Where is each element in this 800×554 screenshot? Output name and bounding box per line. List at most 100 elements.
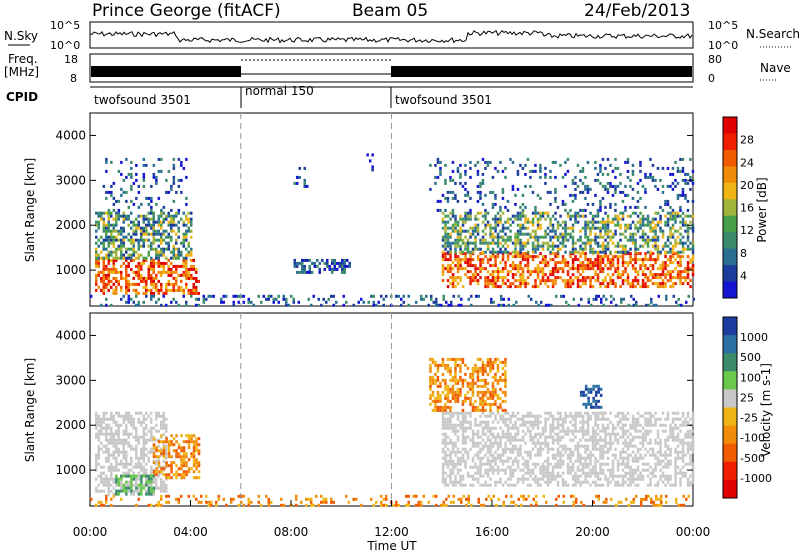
heatmap-cell (147, 429, 150, 433)
heatmap-cell (117, 438, 120, 442)
heatmap-cell (659, 423, 662, 427)
heatmap-cell (135, 178, 138, 182)
heatmap-cell (444, 208, 447, 212)
heatmap-cell (651, 217, 655, 221)
heatmap-cell (556, 453, 560, 457)
heatmap-cell (636, 258, 640, 262)
heatmap-cell (606, 432, 610, 436)
heatmap-cell (516, 255, 520, 259)
heatmap-cell (619, 211, 622, 215)
heatmap-cell (479, 181, 482, 185)
heatmap-cell (619, 276, 622, 280)
heatmap-cell (659, 214, 662, 218)
heatmap-cell (584, 282, 587, 286)
heatmap-cell (454, 255, 457, 259)
heatmap-cell (659, 468, 662, 472)
heatmap-cell (499, 276, 502, 280)
heatmap-cell (621, 429, 625, 433)
heatmap-cell (614, 426, 617, 430)
heatmap-cell (624, 414, 627, 418)
heatmap-cell (634, 205, 637, 209)
heatmap-cell (469, 166, 472, 170)
heatmap-cell (544, 435, 547, 439)
heatmap-cell (481, 420, 485, 424)
heatmap-cell (461, 483, 465, 487)
heatmap-cell (589, 232, 592, 236)
heatmap-cell (551, 456, 555, 460)
heatmap-cell (576, 450, 580, 454)
heatmap-cell (674, 459, 677, 463)
heatmap-cell (586, 426, 590, 430)
heatmap-cell (496, 250, 500, 254)
heatmap-cell (456, 276, 460, 280)
heatmap-cell (596, 220, 600, 224)
nsearch-label: N.Search (746, 27, 800, 41)
heatmap-cell (185, 232, 188, 236)
heatmap-cell (444, 441, 447, 445)
heatmap-cell (150, 208, 153, 212)
heatmap-cell (296, 175, 299, 179)
heatmap-cell (631, 420, 635, 424)
heatmap-cell (559, 267, 562, 271)
heatmap-cell (125, 270, 128, 274)
heatmap-cell (464, 163, 467, 167)
heatmap-cell (180, 461, 183, 465)
heatmap-cell (147, 480, 151, 484)
heatmap-cell (601, 456, 605, 460)
heatmap-cell (521, 420, 525, 424)
heatmap-cell (182, 294, 185, 298)
heatmap-cell (110, 253, 113, 257)
heatmap-cell (112, 414, 115, 418)
heatmap-cell (684, 435, 687, 439)
heatmap-cell (659, 453, 662, 457)
heatmap-cell (494, 229, 497, 233)
heatmap-cell (192, 458, 196, 462)
heatmap-cell (456, 480, 460, 484)
heatmap-cell (122, 256, 125, 260)
heatmap-cell (531, 435, 535, 439)
heatmap-cell (641, 217, 645, 221)
heatmap-cell (509, 468, 512, 472)
heatmap-cell (466, 241, 470, 245)
heatmap-cell (519, 255, 522, 259)
heatmap-cell (135, 226, 138, 230)
heatmap-cell (446, 441, 450, 445)
heatmap-cell (519, 264, 522, 268)
heatmap-cell (506, 279, 510, 283)
heatmap-cell (584, 474, 587, 478)
heatmap-cell (624, 429, 627, 433)
heatmap-cell (95, 220, 98, 224)
heatmap-cell (130, 184, 133, 188)
heatmap-cell (501, 226, 505, 230)
heatmap-cell (564, 235, 567, 239)
heatmap-cell (506, 244, 510, 248)
heatmap-cell (646, 175, 650, 179)
heatmap-cell (120, 273, 123, 277)
heatmap-cell (449, 235, 452, 239)
heatmap-cell (521, 193, 525, 197)
colorbar-tick-label: 4 (740, 269, 747, 282)
heatmap-cell (534, 462, 537, 466)
heatmap-cell (659, 417, 662, 421)
heatmap-cell (145, 474, 148, 478)
heatmap-cell (604, 226, 607, 230)
heatmap-cell (165, 229, 168, 233)
heatmap-cell (646, 217, 650, 221)
heatmap-cell (619, 244, 622, 248)
heatmap-cell (120, 253, 123, 257)
heatmap-cell (566, 414, 570, 418)
heatmap-cell (614, 232, 617, 236)
heatmap-cell (661, 453, 665, 457)
heatmap-cell (95, 411, 98, 415)
heatmap-cell (459, 450, 462, 454)
colorbar-swatch (723, 232, 737, 250)
heatmap-cell (162, 459, 165, 463)
heatmap-cell (659, 477, 662, 481)
heatmap-cell (449, 232, 452, 236)
heatmap-cell (491, 279, 495, 283)
heatmap-cell (454, 226, 457, 230)
heatmap-cell (471, 432, 475, 436)
heatmap-cell (496, 238, 500, 242)
heatmap-cell (132, 288, 135, 292)
heatmap-cell (192, 476, 196, 480)
